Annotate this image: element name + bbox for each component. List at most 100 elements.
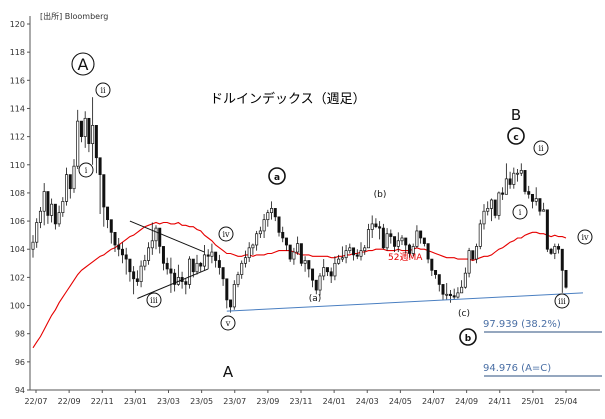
text-layer: [出所] Bloomberg ドルインデックス（週足）: [40, 11, 366, 107]
candle-body: [560, 248, 564, 271]
x-tick-label: 24/03: [356, 397, 379, 406]
y-tick-label: 96: [15, 358, 25, 367]
candle-body: [504, 178, 508, 195]
y-tick-label: 100: [10, 302, 25, 311]
y-tick-label: 104: [10, 245, 25, 254]
candle: [299, 243, 303, 267]
candle: [340, 246, 344, 262]
candle-body: [311, 268, 315, 281]
candle-body: [221, 267, 225, 280]
candle: [519, 163, 523, 177]
candle: [463, 267, 467, 289]
y-tick-label: 98: [15, 330, 25, 339]
candle-body: [419, 230, 423, 239]
candle: [553, 243, 557, 260]
wave-label: c: [507, 127, 525, 145]
candle-body: [512, 172, 516, 185]
candle-body: [188, 258, 192, 285]
candle: [523, 170, 527, 195]
wave-label-text: v: [225, 319, 231, 328]
candle: [232, 280, 236, 310]
candle-body: [91, 125, 95, 145]
candle: [214, 251, 218, 268]
wave-label: ii: [95, 82, 111, 98]
candle-body: [299, 243, 303, 264]
candle: [98, 157, 102, 215]
candle: [292, 247, 296, 265]
candle: [370, 215, 374, 238]
candle: [106, 206, 110, 229]
candle: [318, 273, 322, 296]
candle-body: [489, 199, 493, 209]
candle: [117, 237, 121, 257]
candle-body: [340, 257, 344, 260]
candle: [303, 256, 307, 272]
candle: [184, 278, 188, 295]
y-tick-label: 120: [10, 20, 25, 29]
candle-body: [124, 254, 128, 260]
wave-label: A: [71, 52, 95, 76]
candle-body: [191, 258, 195, 273]
wave-label-text: A: [223, 363, 234, 381]
candle-body: [61, 201, 65, 213]
candle-body: [210, 251, 214, 257]
candle: [516, 168, 520, 182]
candle: [128, 258, 132, 282]
candle-body: [199, 262, 203, 267]
candle: [378, 221, 382, 240]
candle: [538, 198, 542, 216]
candle: [102, 174, 106, 227]
candle: [165, 257, 169, 275]
candle-body: [106, 206, 110, 221]
wave-label-text: iii: [150, 296, 158, 305]
candle: [337, 254, 341, 265]
wave-label-circle: [533, 140, 549, 156]
candle-body: [42, 191, 46, 212]
candle: [135, 270, 139, 286]
candle: [281, 226, 285, 243]
candle: [87, 117, 91, 153]
candle-body: [352, 247, 356, 256]
candle-body: [258, 230, 262, 235]
candle: [329, 267, 333, 284]
candle-body: [448, 293, 452, 297]
candle: [258, 226, 262, 238]
candle: [35, 218, 39, 248]
wave-label: i: [512, 204, 528, 220]
candle-body: [486, 208, 490, 212]
candle: [434, 269, 438, 279]
candle-body: [355, 254, 359, 257]
candle: [445, 283, 449, 300]
x-tick-label: 24/05: [389, 397, 412, 406]
candle: [527, 185, 531, 199]
candle: [355, 249, 359, 260]
candle-body: [132, 271, 136, 280]
candle-body: [217, 260, 221, 268]
candle-body: [307, 260, 311, 270]
candle: [557, 243, 561, 254]
candle: [448, 290, 452, 303]
wave-label-text: A: [78, 55, 89, 74]
wave-label-circle: [268, 167, 286, 185]
candle-body: [493, 199, 497, 216]
candle: [422, 237, 426, 247]
candle-body: [475, 246, 479, 260]
y-tick-label: 106: [10, 217, 25, 226]
wave-label: A: [223, 363, 234, 381]
candle: [124, 247, 128, 275]
candle: [91, 97, 95, 165]
candle-body: [169, 268, 173, 274]
candle: [236, 271, 240, 288]
candle: [374, 218, 378, 229]
candle-body: [407, 244, 411, 254]
candles-layer: [31, 97, 568, 313]
candle-body: [202, 254, 206, 267]
candle: [188, 256, 192, 289]
candle-body: [557, 246, 561, 250]
candle: [415, 225, 419, 248]
candle-body: [38, 210, 42, 223]
candle-body: [374, 223, 378, 228]
wave-label: b: [459, 328, 477, 346]
candle: [508, 171, 512, 189]
